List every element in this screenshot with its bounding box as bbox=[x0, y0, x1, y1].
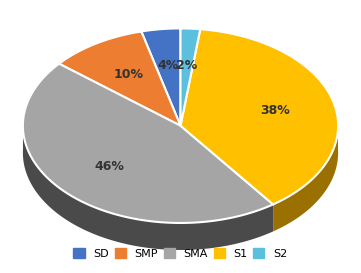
Text: 2%: 2% bbox=[176, 59, 197, 72]
Text: 38%: 38% bbox=[260, 104, 290, 117]
Text: 4%: 4% bbox=[158, 59, 179, 72]
Polygon shape bbox=[23, 122, 273, 250]
Polygon shape bbox=[23, 64, 273, 223]
Legend: SD, SMP, SMA, S1, S2: SD, SMP, SMA, S1, S2 bbox=[69, 244, 292, 263]
Text: 46%: 46% bbox=[94, 161, 124, 173]
Polygon shape bbox=[180, 28, 200, 126]
Polygon shape bbox=[141, 28, 180, 126]
Polygon shape bbox=[273, 122, 338, 232]
Text: 10%: 10% bbox=[113, 68, 143, 81]
Polygon shape bbox=[59, 31, 180, 126]
Polygon shape bbox=[180, 29, 338, 204]
